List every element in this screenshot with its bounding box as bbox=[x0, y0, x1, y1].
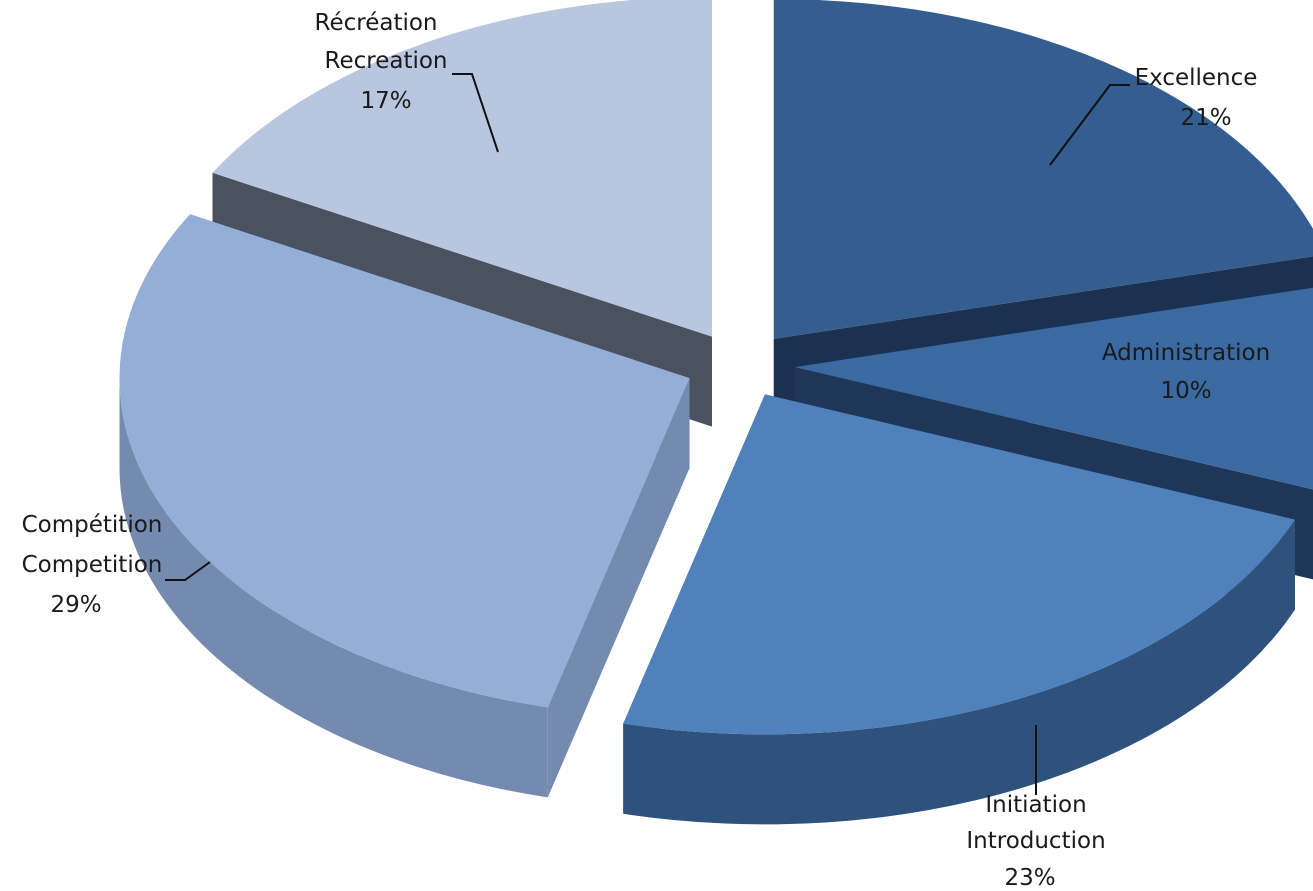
slice-wall-competition-0 bbox=[547, 378, 690, 798]
slice-excellence bbox=[773, 0, 1313, 339]
slice-pct-administration: 10% bbox=[1160, 378, 1211, 404]
slice-pct-excellence: 21% bbox=[1180, 105, 1231, 131]
slice-pct-recreation: 17% bbox=[360, 88, 411, 114]
slice-label-excellence: Excellence bbox=[1135, 65, 1258, 91]
slice-label-competition-en: Competition bbox=[22, 552, 163, 578]
pie-slices bbox=[119, 0, 1313, 825]
slice-recreation bbox=[212, 0, 713, 337]
slice-administration bbox=[794, 287, 1313, 490]
slice-competition bbox=[119, 214, 690, 708]
slice-initiation bbox=[623, 394, 1295, 735]
slice-rim-competition bbox=[119, 378, 548, 798]
slice-rim-initiation bbox=[623, 519, 1295, 825]
slice-label-recreation-en: Recreation bbox=[325, 48, 448, 74]
leader-line-recreation bbox=[452, 73, 499, 153]
slice-label-initiation: Initiation bbox=[985, 792, 1086, 818]
slice-label-recreation: Récréation bbox=[315, 10, 438, 36]
leader-line-excellence bbox=[1049, 84, 1130, 166]
leader-line-competition bbox=[165, 561, 211, 581]
slice-label-competition: Compétition bbox=[22, 512, 163, 538]
slice-label-initiation-en: Introduction bbox=[966, 828, 1105, 854]
slice-pct-competition: 29% bbox=[50, 592, 101, 618]
leader-lines bbox=[165, 73, 1130, 795]
slice-pct-initiation: 23% bbox=[1004, 865, 1055, 891]
slice-label-administration: Administration bbox=[1102, 340, 1270, 366]
